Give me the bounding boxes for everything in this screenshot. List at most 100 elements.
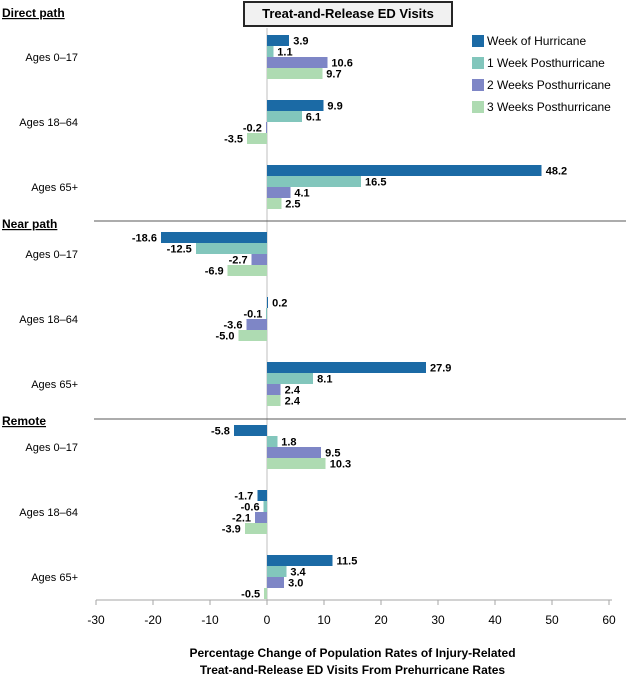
bar xyxy=(267,577,285,588)
bar xyxy=(267,436,278,447)
category-label: Ages 65+ xyxy=(31,379,78,391)
bar xyxy=(233,425,267,436)
bar xyxy=(267,373,314,384)
bar xyxy=(267,297,269,308)
x-axis-title-line1: Percentage Change of Population Rates of… xyxy=(189,646,516,660)
bar xyxy=(267,384,281,395)
legend-item: 1 Week Posthurricane xyxy=(472,52,611,74)
legend-item: 2 Weeks Posthurricane xyxy=(472,74,611,96)
bar xyxy=(267,458,326,469)
value-label: 9.5 xyxy=(325,448,340,460)
bar xyxy=(266,308,267,319)
value-label: 1.8 xyxy=(281,437,296,449)
value-label: 2.4 xyxy=(285,396,301,408)
bar xyxy=(267,100,324,111)
value-label: 8.1 xyxy=(317,374,332,386)
value-label: -0.6 xyxy=(241,502,260,514)
value-label: 16.5 xyxy=(365,177,386,189)
x-axis-title-line2: Treat-and-Release ED Visits From Prehurr… xyxy=(199,663,506,677)
category-label: Ages 0–17 xyxy=(25,52,78,64)
section-header: Direct path xyxy=(2,6,65,20)
bar xyxy=(267,198,282,209)
axis-tick-label: 30 xyxy=(431,613,445,627)
category-label: Ages 18–64 xyxy=(19,314,78,326)
value-label: 10.3 xyxy=(330,459,351,471)
axis-tick-label: -10 xyxy=(201,613,219,627)
value-label: 3.4 xyxy=(290,567,306,579)
bar xyxy=(263,501,267,512)
value-label: -0.1 xyxy=(243,309,262,321)
bar xyxy=(238,330,267,341)
legend-swatch xyxy=(472,35,484,47)
legend-item: Week of Hurricane xyxy=(472,30,611,52)
value-label: -3.9 xyxy=(222,524,241,536)
bar xyxy=(267,555,333,566)
x-axis-title: Percentage Change of Population Rates of… xyxy=(60,645,628,679)
value-label: -3.6 xyxy=(224,320,243,332)
bar xyxy=(267,566,287,577)
bar xyxy=(265,122,267,133)
category-label: Ages 0–17 xyxy=(25,249,78,261)
axis-tick-label: 20 xyxy=(374,613,388,627)
legend-item: 3 Weeks Posthurricane xyxy=(472,96,611,118)
axis-tick-label: 50 xyxy=(545,613,559,627)
bar xyxy=(251,254,267,265)
value-label: -0.2 xyxy=(243,123,262,135)
value-label: 2.5 xyxy=(285,199,300,211)
bar xyxy=(267,176,362,187)
value-label: -3.5 xyxy=(224,134,243,146)
value-label: 11.5 xyxy=(337,556,358,568)
value-label: -5.0 xyxy=(216,331,235,343)
bar xyxy=(267,68,323,79)
bar xyxy=(267,362,427,373)
value-label: -2.7 xyxy=(229,255,248,267)
category-label: Ages 18–64 xyxy=(19,507,78,519)
bar xyxy=(267,46,274,57)
bar xyxy=(267,447,322,458)
bar xyxy=(227,265,267,276)
legend-label: Week of Hurricane xyxy=(487,34,587,48)
value-label: 10.6 xyxy=(331,58,352,70)
legend-swatch xyxy=(472,101,484,113)
category-label: Ages 0–17 xyxy=(25,442,78,454)
legend-label: 1 Week Posthurricane xyxy=(487,56,605,70)
value-label: 9.9 xyxy=(327,101,342,113)
section-header: Remote xyxy=(2,414,46,428)
bar xyxy=(264,588,267,599)
value-label: -1.7 xyxy=(234,491,253,503)
legend-swatch xyxy=(472,57,484,69)
bar xyxy=(257,490,267,501)
axis-tick-label: -30 xyxy=(87,613,105,627)
bar xyxy=(267,111,302,122)
value-label: -18.6 xyxy=(132,233,157,245)
axis-tick-label: -20 xyxy=(144,613,162,627)
legend-swatch xyxy=(472,79,484,91)
chart-title: Treat-and-Release ED Visits xyxy=(243,1,453,27)
bar xyxy=(160,232,267,243)
value-label: -0.5 xyxy=(241,589,260,601)
value-label: 27.9 xyxy=(430,363,451,375)
bar xyxy=(247,133,267,144)
value-label: 2.4 xyxy=(285,385,301,397)
value-label: 9.7 xyxy=(326,69,341,81)
value-label: -12.5 xyxy=(167,244,192,256)
bar xyxy=(255,512,267,523)
bar xyxy=(267,187,291,198)
value-label: 3.0 xyxy=(288,578,303,590)
axis-tick-label: 60 xyxy=(602,613,616,627)
value-label: 4.1 xyxy=(294,188,309,200)
value-label: -2.1 xyxy=(232,513,251,525)
section-header: Near path xyxy=(2,217,57,231)
category-label: Ages 18–64 xyxy=(19,117,78,129)
bar xyxy=(244,523,267,534)
axis-tick-label: 10 xyxy=(317,613,331,627)
value-label: 3.9 xyxy=(293,36,308,48)
value-label: 48.2 xyxy=(546,166,567,178)
bar xyxy=(267,395,281,406)
legend-label: 2 Weeks Posthurricane xyxy=(487,78,611,92)
value-label: 0.2 xyxy=(272,298,287,310)
value-label: -6.9 xyxy=(205,266,224,278)
category-label: Ages 65+ xyxy=(31,572,78,584)
